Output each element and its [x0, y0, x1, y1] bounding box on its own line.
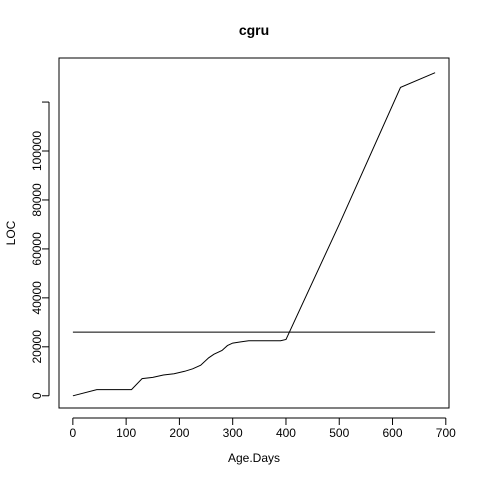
series-lines [72, 72, 436, 397]
y-tick-label: 20000 [30, 330, 44, 364]
chart-title: cgru [239, 22, 269, 38]
x-tick-label: 200 [169, 426, 189, 440]
series-line-1 [72, 72, 436, 397]
y-tick-label: 60000 [30, 232, 44, 266]
x-tick-label: 300 [223, 426, 243, 440]
y-tick-label: 0 [30, 392, 44, 399]
x-tick-label: 0 [70, 426, 77, 440]
y-axis: 0 20000 40000 60000 80000 100000 [30, 101, 50, 399]
x-axis-title: Age.Days [228, 451, 280, 465]
x-tick-label: 500 [329, 426, 349, 440]
y-tick-label: 100000 [30, 131, 44, 171]
x-axis: 0 100 200 300 400 500 600 700 [70, 417, 456, 440]
x-tick-label: 700 [436, 426, 456, 440]
plot-frame [58, 57, 450, 409]
x-tick-label: 600 [383, 426, 403, 440]
y-axis-title: LOC [4, 220, 18, 245]
y-tick-label: 80000 [30, 183, 44, 217]
y-tick-label: 40000 [30, 281, 44, 315]
x-tick-label: 100 [116, 426, 136, 440]
x-tick-label: 400 [276, 426, 296, 440]
